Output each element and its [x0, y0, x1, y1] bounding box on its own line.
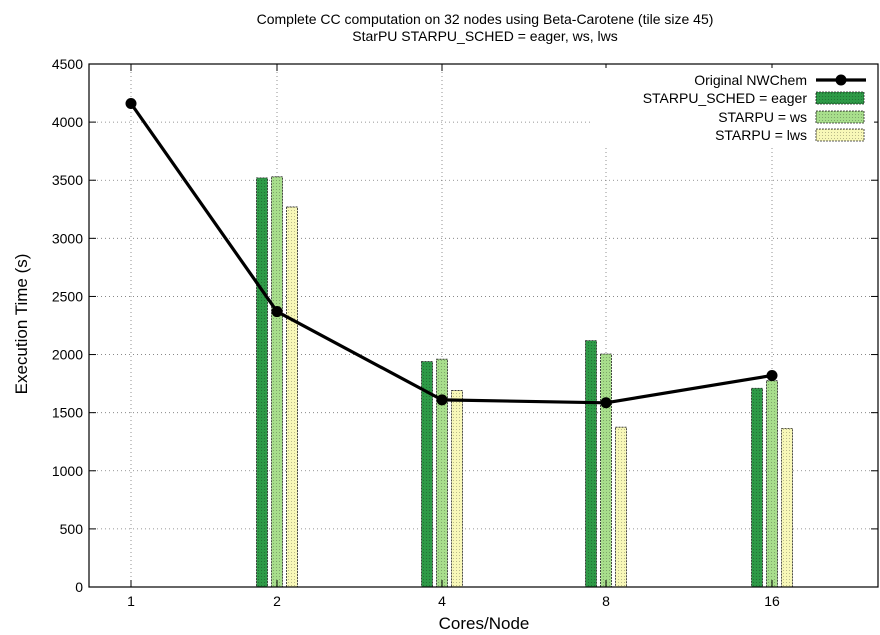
y-tick-label: 4000 — [52, 114, 83, 130]
legend-swatch-texture — [816, 92, 864, 104]
line-point — [271, 306, 283, 318]
legend-label: Original NWChem — [694, 72, 807, 88]
legend-swatch-texture — [816, 129, 864, 141]
x-tick-label: 2 — [273, 593, 281, 609]
line-point — [600, 397, 612, 409]
bar-texture — [271, 176, 283, 588]
bar-texture — [781, 428, 793, 587]
y-tick-label: 0 — [75, 579, 83, 595]
y-axis-label: Execution Time (s) — [12, 254, 31, 395]
x-tick-label: 1 — [127, 593, 135, 609]
bar-texture — [256, 177, 268, 588]
bar-texture — [421, 361, 433, 587]
chart-title: Complete CC computation on 32 nodes usin… — [256, 11, 714, 27]
y-tick-label: 2500 — [52, 288, 83, 304]
legend-label: STARPU_SCHED = eager — [643, 90, 808, 106]
bar-texture — [766, 380, 778, 587]
tick-labels: 0 500 1000 1500 2000 2500 3000 3500 4000 4500 1 2 4 8… — [52, 56, 780, 609]
y-tick-label: 4500 — [52, 56, 83, 72]
y-tick-label: 1500 — [52, 405, 83, 421]
plot-frame — [88, 63, 879, 588]
y-tick-label: 1000 — [52, 463, 83, 479]
plot-border — [88, 63, 879, 588]
line-path — [129, 102, 773, 405]
bar-texture — [751, 388, 763, 587]
y-tick-label: 3000 — [52, 230, 83, 246]
line-series — [125, 98, 778, 409]
legend: Original NWChem STARPU_SCHED = eager STARP… — [590, 68, 874, 146]
y-tick-label: 2000 — [52, 347, 83, 363]
y-tick-label: 3500 — [52, 172, 83, 188]
legend-label: STARPU = ws — [718, 109, 807, 125]
legend-swatch-texture — [816, 111, 864, 123]
legend-label: STARPU = lws — [715, 127, 807, 143]
x-tick-label: 8 — [602, 593, 610, 609]
bar-texture — [436, 359, 448, 587]
bar-texture — [286, 206, 298, 587]
y-tick-label: 500 — [60, 521, 84, 537]
x-tick-label: 16 — [764, 593, 780, 609]
line-point — [766, 369, 778, 381]
bar-texture — [615, 427, 627, 587]
x-axis-label: Cores/Node — [439, 614, 530, 633]
line-point — [436, 394, 448, 406]
chart-subtitle: StarPU STARPU_SCHED = eager, ws, lws — [352, 28, 618, 44]
bar-texture — [451, 390, 463, 587]
legend-marker — [835, 74, 847, 86]
line-point — [125, 98, 137, 110]
x-tick-label: 4 — [438, 593, 446, 609]
bar-texture — [600, 353, 612, 587]
bar-texture — [585, 340, 597, 587]
bars — [256, 176, 793, 588]
